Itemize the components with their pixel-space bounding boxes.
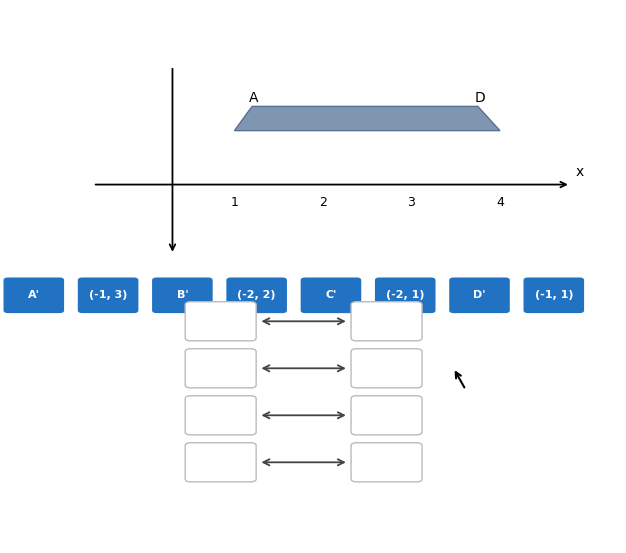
Text: (-1, 3): (-1, 3) — [89, 290, 127, 300]
FancyBboxPatch shape — [185, 302, 256, 341]
Text: A: A — [249, 91, 259, 105]
FancyBboxPatch shape — [375, 278, 436, 313]
Text: 1: 1 — [230, 196, 239, 210]
Text: ✓ Sub: ✓ Sub — [563, 14, 601, 28]
FancyBboxPatch shape — [185, 349, 256, 388]
Text: 4: 4 — [496, 196, 504, 210]
Text: A': A' — [28, 290, 39, 300]
FancyBboxPatch shape — [351, 302, 422, 341]
FancyBboxPatch shape — [351, 443, 422, 482]
FancyBboxPatch shape — [227, 278, 287, 313]
FancyBboxPatch shape — [185, 443, 256, 482]
FancyBboxPatch shape — [523, 278, 584, 313]
Polygon shape — [234, 106, 500, 131]
Text: (-2, 2): (-2, 2) — [237, 290, 276, 300]
Text: (-1, 1): (-1, 1) — [535, 290, 573, 300]
Text: 3: 3 — [408, 196, 416, 210]
Text: x: x — [575, 165, 583, 179]
Text: D': D' — [473, 290, 486, 300]
FancyBboxPatch shape — [4, 278, 64, 313]
FancyBboxPatch shape — [78, 278, 138, 313]
Text: C': C' — [326, 290, 337, 300]
Text: 2: 2 — [319, 196, 327, 210]
Text: (-2, 1): (-2, 1) — [386, 290, 424, 300]
FancyBboxPatch shape — [449, 278, 510, 313]
Text: D: D — [475, 91, 486, 105]
FancyBboxPatch shape — [351, 396, 422, 435]
Text: st: Transformations and Congruence: st: Transformations and Congruence — [6, 17, 347, 35]
FancyBboxPatch shape — [152, 278, 213, 313]
Text: B': B' — [177, 290, 188, 300]
FancyBboxPatch shape — [300, 278, 361, 313]
FancyBboxPatch shape — [185, 396, 256, 435]
FancyBboxPatch shape — [351, 349, 422, 388]
